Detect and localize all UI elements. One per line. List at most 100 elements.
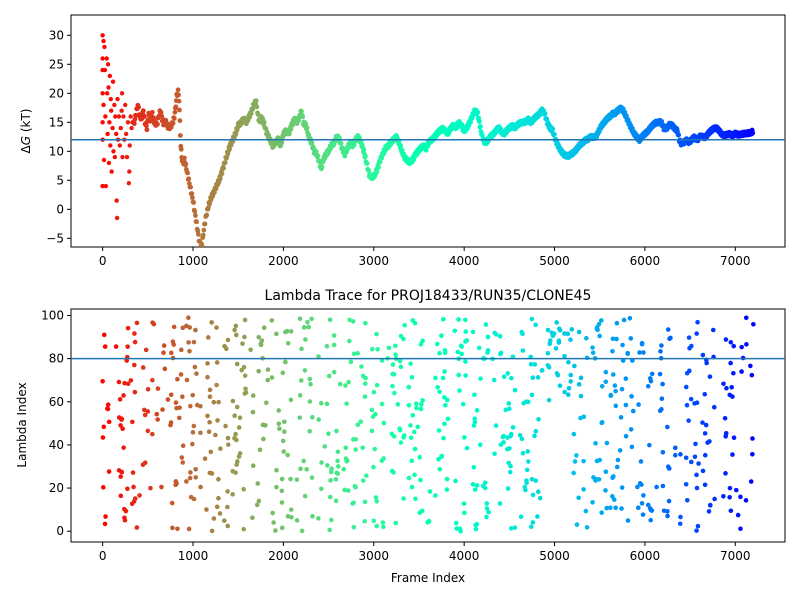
lambda-point [411, 429, 417, 435]
lambda-point [225, 504, 230, 510]
delta-g-point [476, 119, 482, 124]
lambda-point [216, 476, 221, 482]
lambda-point [145, 386, 151, 392]
bottom-x-tick-label: 2000 [268, 549, 299, 563]
lambda-point [443, 402, 448, 408]
lambda-point [273, 528, 278, 533]
lambda-point [658, 349, 663, 354]
lambda-point [472, 392, 477, 398]
lambda-point [608, 393, 614, 399]
delta-g-point [102, 44, 107, 50]
lambda-point [507, 446, 512, 451]
delta-g-point [228, 142, 234, 148]
lambda-point [497, 334, 503, 339]
delta-g-point [140, 108, 146, 114]
lambda-point [510, 425, 516, 430]
lambda-point [282, 359, 288, 365]
lambda-point [106, 469, 112, 474]
delta-g-point [185, 170, 190, 176]
bottom-x-tick-label: 3000 [358, 549, 389, 563]
lambda-point [434, 341, 440, 347]
delta-g-point [113, 131, 119, 137]
delta-g-point [221, 165, 226, 171]
lambda-point [154, 411, 160, 417]
lambda-point [576, 329, 582, 335]
bottom-y-tick-label: 40 [49, 438, 64, 452]
lambda-point [660, 483, 666, 489]
lambda-point [393, 352, 398, 357]
lambda-point [581, 458, 586, 464]
lambda-point [310, 513, 315, 519]
delta-g-point [100, 33, 105, 38]
lambda-point [334, 428, 339, 434]
lambda-point [528, 361, 534, 367]
lambda-point [263, 423, 268, 428]
lambda-point [105, 406, 111, 412]
lambda-point [505, 371, 511, 376]
lambda-point [256, 498, 262, 504]
lambda-point [566, 385, 572, 391]
delta-g-point [103, 114, 108, 119]
lambda-point [471, 464, 477, 470]
lambda-point [529, 476, 535, 482]
lambda-point [207, 387, 213, 393]
lambda-point [280, 438, 286, 444]
lambda-point [180, 394, 185, 400]
delta-g-point [622, 109, 628, 115]
delta-g-point [124, 154, 130, 160]
lambda-point [639, 341, 645, 347]
lambda-point [309, 475, 315, 480]
lambda-point [444, 397, 450, 403]
lambda-point [493, 423, 499, 428]
lambda-point [299, 528, 305, 534]
lambda-point [391, 470, 396, 475]
lambda-point [120, 426, 125, 432]
lambda-point [437, 389, 442, 395]
delta-g-point [288, 126, 294, 132]
lambda-point [441, 435, 446, 441]
lambda-point [161, 343, 167, 348]
lambda-point [700, 420, 705, 425]
lambda-point [165, 397, 171, 402]
lambda-point [445, 416, 451, 422]
lambda-point [694, 485, 700, 491]
delta-g-point [189, 191, 195, 196]
lambda-point [386, 345, 392, 351]
lambda-point [458, 343, 464, 349]
lambda-point [259, 338, 265, 343]
bottom-x-axis-label: Frame Index [391, 571, 465, 585]
lambda-point [351, 500, 356, 506]
delta-g-point [109, 169, 114, 174]
delta-g-point [100, 183, 105, 189]
lambda-point [583, 508, 589, 514]
lambda-point [343, 445, 349, 451]
lambda-point [328, 478, 333, 483]
lambda-point [625, 518, 631, 523]
lambda-point [381, 524, 386, 530]
delta-g-point [183, 161, 189, 167]
lambda-point [150, 377, 155, 383]
lambda-point [188, 470, 193, 475]
lambda-point [341, 466, 347, 472]
delta-g-point [227, 146, 232, 152]
lambda-point [131, 362, 137, 368]
lambda-point [395, 402, 401, 407]
lambda-point [179, 347, 184, 353]
lambda-point [649, 508, 655, 513]
delta-g-point [117, 143, 123, 148]
lambda-point [184, 479, 189, 484]
lambda-point [660, 449, 666, 455]
lambda-point [590, 499, 595, 505]
lambda-point [184, 377, 190, 383]
lambda-point [731, 370, 736, 376]
lambda-point [214, 360, 220, 365]
lambda-point [721, 381, 726, 387]
lambda-point [463, 329, 469, 334]
lambda-point [748, 479, 754, 484]
lambda-point [381, 456, 386, 461]
lambda-point [533, 322, 538, 328]
lambda-point [207, 419, 212, 425]
lambda-point [547, 341, 553, 347]
lambda-point [649, 371, 655, 377]
delta-g-point [106, 160, 112, 166]
